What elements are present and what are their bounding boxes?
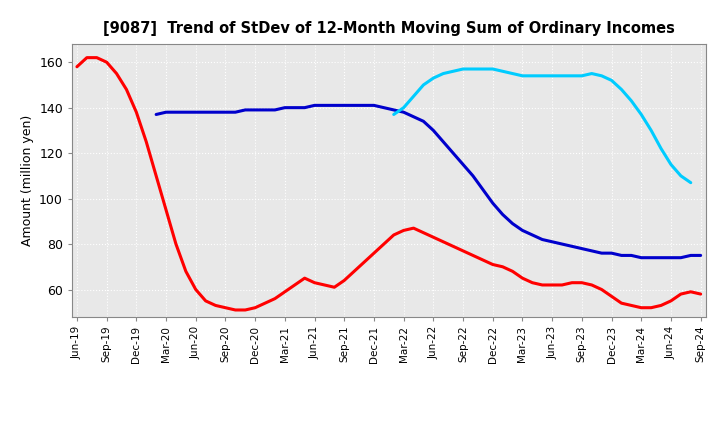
- Legend: 3 Years, 5 Years, 7 Years, 10 Years: 3 Years, 5 Years, 7 Years, 10 Years: [179, 438, 598, 440]
- Y-axis label: Amount (million yen): Amount (million yen): [21, 115, 34, 246]
- Title: [9087]  Trend of StDev of 12-Month Moving Sum of Ordinary Incomes: [9087] Trend of StDev of 12-Month Moving…: [103, 21, 675, 36]
